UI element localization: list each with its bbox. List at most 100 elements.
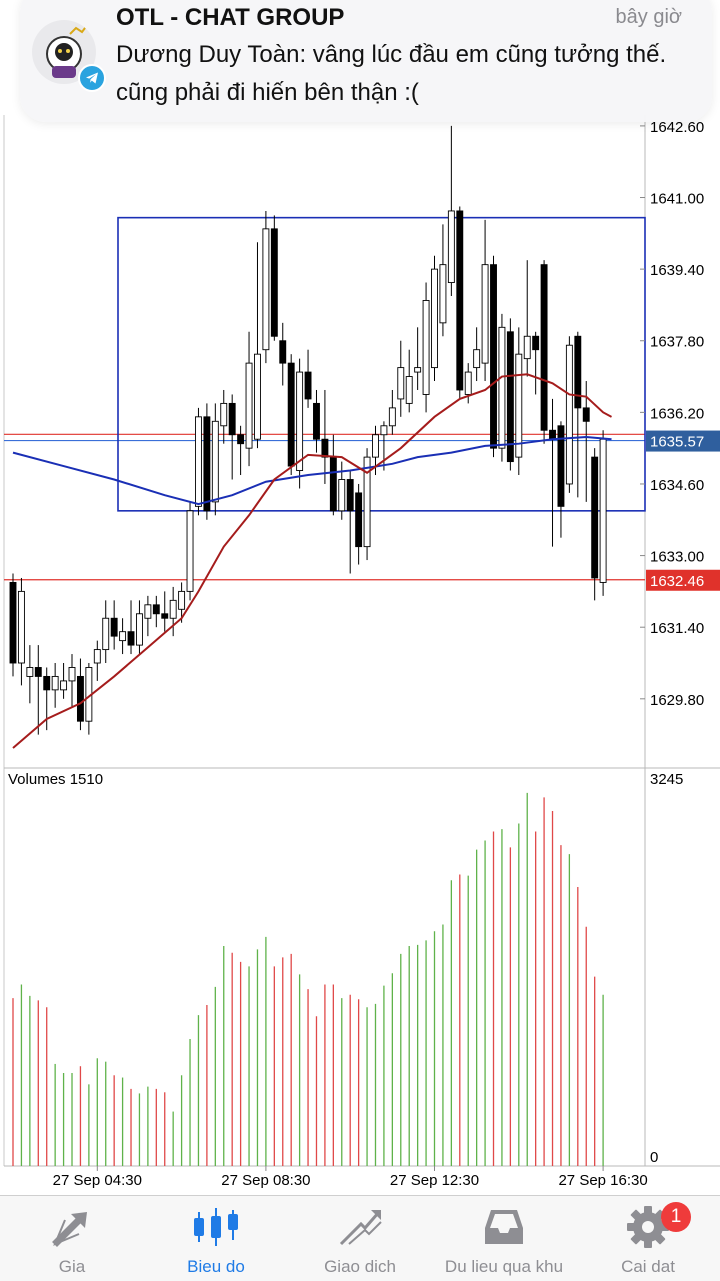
- candle-bear: [34, 667, 42, 677]
- ma-slow-line: [12, 435, 612, 506]
- price-tick-label: 1634.60: [650, 477, 704, 494]
- telegram-notification[interactable]: OTL - CHAT GROUP bây giờ Dương Duy Toàn:…: [20, 0, 712, 122]
- candle-bull: [515, 353, 523, 458]
- candlestick-chart-icon: [191, 1204, 241, 1255]
- candle-bull: [220, 402, 228, 427]
- candle-bull: [380, 425, 388, 436]
- candle-bull: [388, 407, 396, 427]
- range-rectangle[interactable]: [117, 216, 646, 512]
- candle-bear: [346, 479, 354, 512]
- candle-bull: [186, 510, 194, 592]
- telegram-icon: [78, 64, 106, 92]
- candle-bear: [127, 631, 135, 646]
- price-tick-label: 1637.80: [650, 334, 704, 351]
- price-tick-label: 1631.40: [650, 620, 704, 637]
- candle-bull: [414, 367, 422, 373]
- range-rectangle-shape: [117, 216, 646, 512]
- candle-bull: [119, 631, 127, 642]
- candle-bull: [93, 649, 101, 664]
- tab-label-bieu-do: Bieu do: [187, 1257, 245, 1276]
- volume-indicator-label: Volumes 1510: [8, 771, 103, 788]
- time-tick-label: 27 Sep 04:30: [53, 1172, 142, 1189]
- candle-bull: [17, 590, 25, 664]
- candle-bear: [557, 425, 565, 507]
- candle-bull: [211, 420, 219, 503]
- candle-bear: [313, 402, 320, 440]
- candle-bull: [372, 434, 379, 458]
- tab-cai-dat[interactable]: Cai dat: [576, 1196, 720, 1281]
- price-tick-label: 1641.00: [650, 191, 704, 208]
- candle-bull: [26, 667, 34, 677]
- candle-bear: [582, 407, 590, 422]
- candlesticks: [9, 125, 607, 735]
- tab-du-lieu-qua-khu[interactable]: Du lieu qua khu: [432, 1196, 576, 1281]
- candle-bull: [60, 680, 68, 691]
- candle-bear: [9, 581, 17, 664]
- volume-zero-label: 0: [650, 1149, 658, 1166]
- candle-bear: [321, 438, 329, 458]
- price-chart[interactable]: 1642.60 1641.00 1639.40 1637.80 1636.20 1634.…: [0, 0, 720, 1195]
- trade-trend-icon: [337, 1204, 383, 1255]
- candle-bull: [338, 479, 346, 512]
- candle-bull: [431, 268, 438, 369]
- ma-fast-line: [12, 373, 612, 749]
- candle-bear: [490, 264, 497, 449]
- candle-bull: [397, 367, 405, 400]
- price-tick-label: 1642.60: [650, 119, 704, 136]
- candle-bull: [195, 416, 202, 507]
- candle-bear: [76, 675, 84, 722]
- candle-bear: [304, 371, 312, 400]
- notification-time: bây giờ: [615, 6, 682, 28]
- candle-bear: [532, 335, 540, 351]
- candle-bull: [523, 335, 531, 360]
- tab-giao-dich[interactable]: Giao dich: [288, 1196, 432, 1281]
- candle-bull: [178, 590, 186, 610]
- price-label-box: [646, 569, 720, 591]
- tab-label-du-lieu-qua-khu: Du lieu qua khu: [444, 1257, 564, 1276]
- candle-bear: [329, 456, 337, 512]
- candle-bull: [296, 371, 304, 471]
- time-axis: 27 Sep 04:30 27 Sep 08:30 27 Sep 12:30 27 S…: [53, 1166, 648, 1189]
- candle-bull: [51, 675, 59, 691]
- candle-bear: [549, 429, 556, 440]
- tab-bieu-do[interactable]: Bieu do: [144, 1196, 288, 1281]
- candle-bear: [591, 456, 599, 579]
- bottom-tab-bar: Gia Bieu do Giao dich: [0, 1195, 720, 1281]
- moving-averages: [12, 373, 612, 749]
- price-label-box: [646, 430, 720, 452]
- candle-bear: [456, 210, 464, 391]
- candle-bear: [152, 604, 160, 615]
- price-labels: 1635.57 1632.46: [646, 430, 720, 591]
- price-axis[interactable]: 1642.60 1641.00 1639.40 1637.80 1636.20 1634.…: [640, 119, 704, 709]
- notification-title: OTL - CHAT GROUP: [116, 4, 345, 31]
- price-tick-label: 1639.40: [650, 262, 704, 279]
- time-tick-label: 27 Sep 08:30: [221, 1172, 310, 1189]
- candle-bull: [254, 353, 261, 440]
- price-tick-label: 1629.80: [650, 692, 704, 709]
- candle-bull: [68, 667, 76, 682]
- candle-bear: [237, 434, 245, 445]
- candle-bear: [540, 264, 548, 431]
- price-tick-label: 1633.00: [650, 549, 704, 566]
- notification-message: Dương Duy Toàn: vâng lúc đầu em cũng tưở…: [116, 41, 667, 106]
- candle-bull: [464, 371, 472, 395]
- tab-gia[interactable]: Gia: [0, 1196, 144, 1281]
- candle-bull: [481, 264, 489, 364]
- candle-bull: [473, 349, 481, 369]
- settings-notification-badge: 1: [661, 1202, 691, 1232]
- candle-bear: [574, 335, 582, 409]
- quotes-arrows-icon: [49, 1204, 95, 1255]
- tab-label-giao-dich: Giao dich: [324, 1257, 396, 1276]
- candle-bull: [447, 210, 455, 284]
- candle-bear: [203, 416, 211, 512]
- candle-bull: [422, 300, 430, 395]
- candle-bull: [363, 456, 371, 548]
- candle-bull: [599, 438, 607, 583]
- candle-bull: [245, 362, 253, 449]
- candle-bear: [110, 617, 118, 637]
- candle-bear: [270, 228, 278, 337]
- candle-bear: [279, 340, 287, 364]
- chart-area[interactable]: 1642.60 1641.00 1639.40 1637.80 1636.20 1634.…: [0, 0, 720, 1195]
- tab-label-cai-dat: Cai dat: [621, 1257, 675, 1276]
- tab-label-gia: Gia: [58, 1257, 86, 1276]
